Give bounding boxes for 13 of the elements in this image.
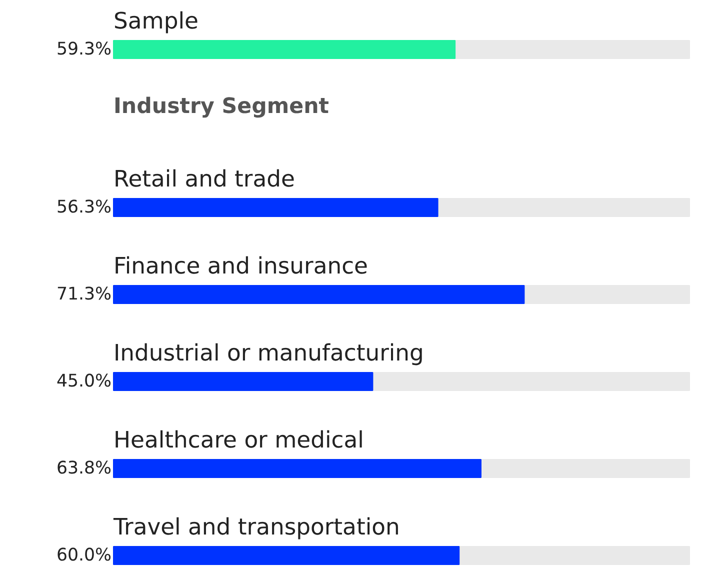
y-tick-label: Finance and insurance (114, 254, 368, 280)
y-tick-label: Sample (114, 8, 198, 34)
data-label: 45.0% (56, 372, 112, 392)
y-tick-label: Healthcare or medical (114, 428, 364, 454)
data-label: 59.3% (56, 40, 112, 60)
y-tick-label: Retail and trade (114, 166, 295, 192)
y-tick-label: Industrial or manufacturing (114, 340, 424, 366)
data-label: 63.8% (56, 458, 112, 478)
data-label: 56.3% (56, 198, 112, 218)
y-tick-label: Travel and transportation (112, 514, 400, 540)
data-label: 71.3% (56, 284, 112, 304)
data-label: 60.0% (56, 546, 112, 566)
annotation: Industry Segment (114, 94, 329, 119)
